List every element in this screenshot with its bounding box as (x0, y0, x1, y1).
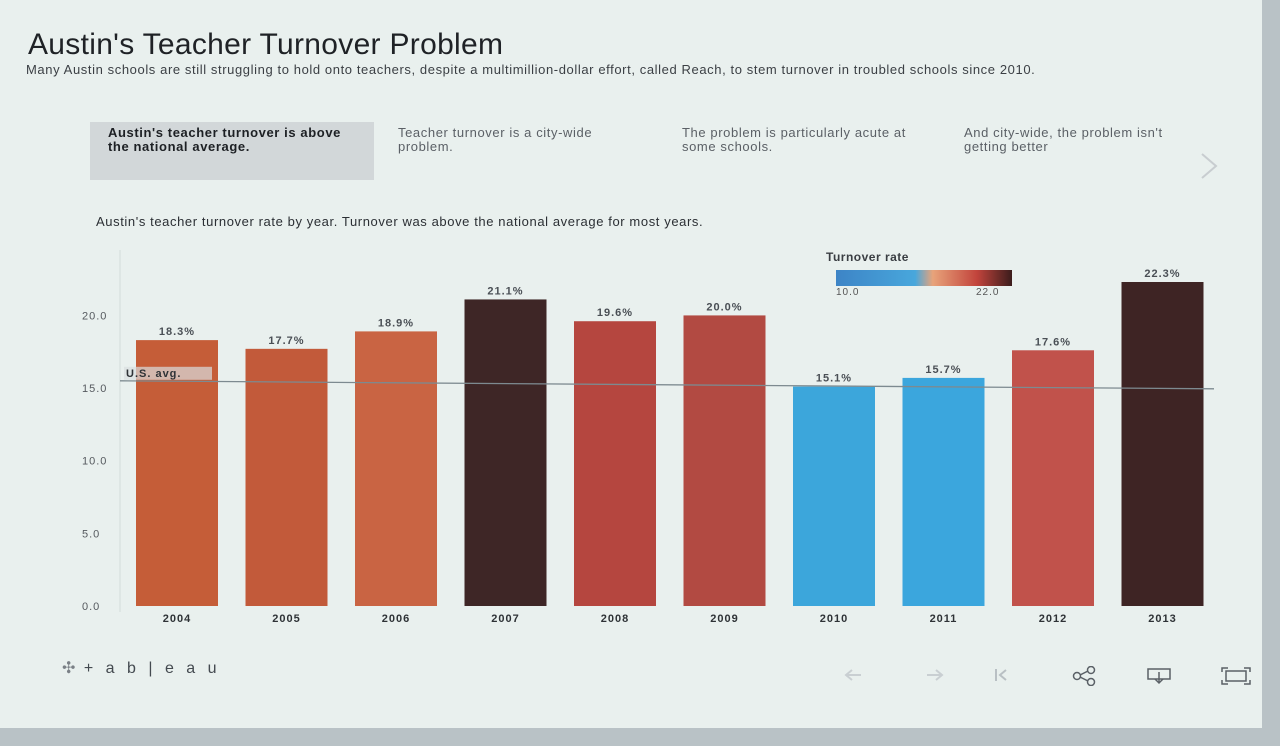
download-icon[interactable] (1146, 666, 1172, 686)
bar (574, 321, 656, 606)
bar (136, 340, 218, 606)
bar-chart: 0.0 5.0 10.0 15.0 20.0 18.3% 2004 17.7% 2005 18.9… (82, 250, 1215, 625)
page-subtitle: Many Austin schools are still struggling… (26, 62, 1036, 77)
data-label: 17.6% (1035, 336, 1071, 348)
us-average-line (119, 380, 1215, 390)
x-tick-label: 2007 (491, 613, 519, 625)
x-tick-label: 2011 (930, 613, 958, 625)
data-label: 15.7% (925, 364, 961, 376)
revert-icon[interactable] (992, 666, 1014, 684)
bar (793, 386, 875, 606)
us-average-label: U.S. avg. (126, 368, 181, 380)
legend-min-label: 10.0 (836, 287, 860, 298)
story-point-1[interactable]: Austin's teacher turnover is above the n… (90, 122, 374, 180)
legend-title: Turnover rate (826, 250, 909, 264)
bar (464, 299, 547, 606)
y-tick-label: 10.0 (82, 456, 107, 468)
data-label: 19.6% (597, 307, 633, 319)
background-surface (0, 728, 1280, 746)
bar (355, 331, 437, 606)
data-label: 21.1% (487, 285, 523, 297)
story-point-4[interactable]: And city-wide, the problem isn't getting… (964, 125, 1163, 154)
x-tick-label: 2012 (1039, 613, 1067, 625)
x-tick-label: 2009 (710, 613, 738, 625)
bar (245, 348, 328, 606)
bar (1121, 282, 1204, 606)
legend-max-label: 22.0 (976, 287, 1000, 298)
x-tick-label: 2006 (382, 613, 410, 625)
fullscreen-icon[interactable] (1220, 666, 1252, 686)
reference-label-background (124, 366, 212, 380)
redo-icon[interactable] (924, 666, 946, 684)
share-icon[interactable] (1072, 666, 1098, 686)
y-tick-label: 0.0 (82, 601, 100, 613)
brand-wordmark: + a b | e a u (83, 660, 221, 677)
x-tick-label: 2008 (601, 613, 629, 625)
data-label: 22.3% (1144, 268, 1180, 280)
data-label: 20.0% (706, 301, 742, 313)
x-tick-label: 2005 (272, 613, 300, 625)
chart-caption: Austin's teacher turnover rate by year. … (96, 214, 704, 229)
data-label: 18.9% (378, 317, 414, 329)
tableau-logo[interactable]: ✣ + a b | e a u (62, 658, 221, 678)
y-tick-label: 20.0 (82, 310, 107, 322)
y-tick-label: 15.0 (82, 383, 107, 395)
chevron-right-icon[interactable] (1196, 146, 1222, 186)
tableau-mark-icon: ✣ (62, 660, 76, 677)
bar (1012, 350, 1094, 606)
undo-icon[interactable] (842, 666, 864, 684)
data-label: 18.3% (159, 326, 195, 338)
bar (683, 315, 766, 606)
story-point-2[interactable]: Teacher turnover is a city-wide problem. (398, 125, 593, 154)
bar (902, 377, 985, 606)
data-label: 15.1% (816, 373, 852, 385)
page-title: Austin's Teacher Turnover Problem (28, 28, 504, 61)
x-tick-label: 2013 (1148, 613, 1176, 625)
x-tick-label: 2004 (163, 613, 191, 625)
story-point-3[interactable]: The problem is particularly acute at som… (682, 125, 906, 154)
x-tick-label: 2010 (820, 613, 848, 625)
legend-color-ramp (836, 270, 1012, 286)
data-label: 17.7% (268, 335, 304, 347)
y-tick-label: 5.0 (82, 528, 100, 540)
